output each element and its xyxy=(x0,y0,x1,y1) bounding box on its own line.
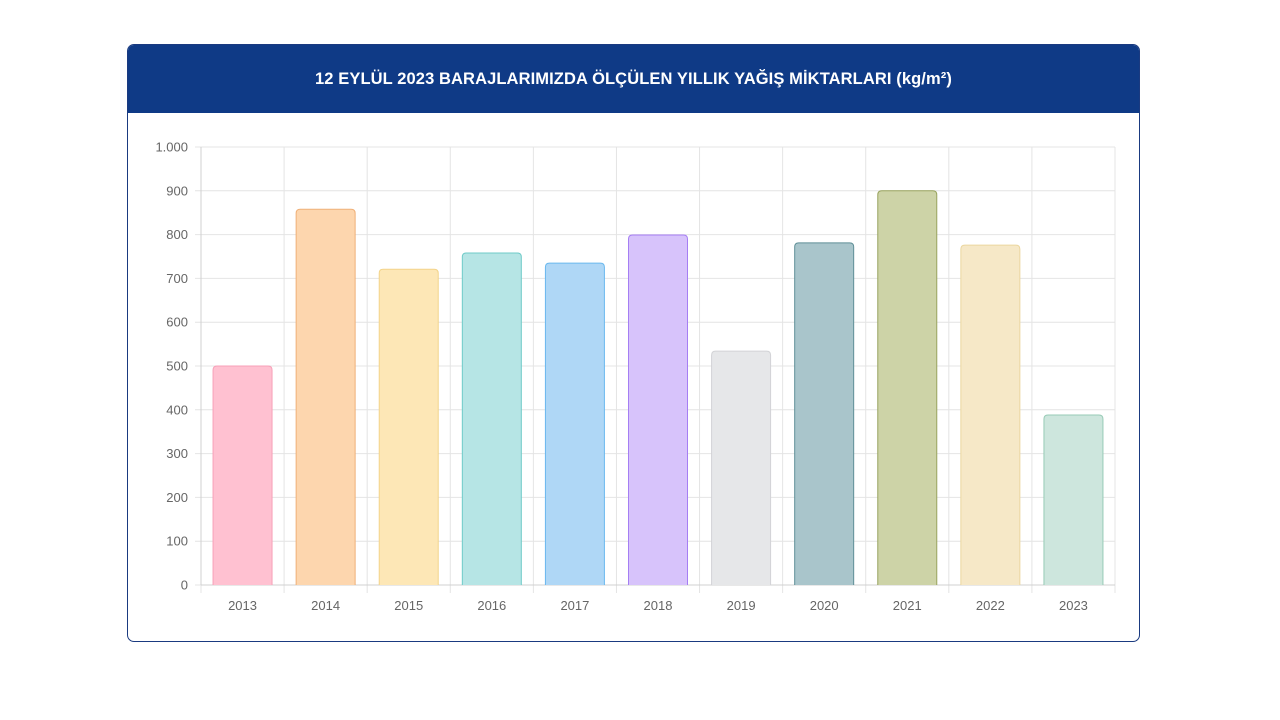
y-tick-label: 200 xyxy=(166,490,188,505)
bar-2017 xyxy=(544,262,605,585)
x-tick-label: 2019 xyxy=(727,598,756,613)
bar-2014 xyxy=(295,208,356,585)
y-tick-label: 100 xyxy=(166,534,188,549)
bar-2021 xyxy=(877,190,938,585)
y-tick-label: 700 xyxy=(166,271,188,286)
x-tick-label: 2021 xyxy=(893,598,922,613)
y-tick-label: 1.000 xyxy=(155,140,188,155)
bar-2019 xyxy=(711,350,772,585)
y-tick-label: 500 xyxy=(166,359,188,374)
bar-2016 xyxy=(461,252,522,585)
y-tick-label: 0 xyxy=(181,578,188,593)
bar-2015 xyxy=(378,268,439,585)
x-tick-label: 2017 xyxy=(560,598,589,613)
x-tick-label: 2014 xyxy=(311,598,340,613)
y-tick-label: 400 xyxy=(166,402,188,417)
bar-2020 xyxy=(794,242,855,585)
bar-2023 xyxy=(1043,414,1104,585)
bar-2013 xyxy=(212,365,273,585)
x-tick-label: 2022 xyxy=(976,598,1005,613)
x-tick-label: 2015 xyxy=(394,598,423,613)
x-tick-label: 2020 xyxy=(810,598,839,613)
y-tick-label: 300 xyxy=(166,446,188,461)
bar-2018 xyxy=(628,234,688,585)
x-tick-label: 2023 xyxy=(1059,598,1088,613)
x-tick-label: 2016 xyxy=(477,598,506,613)
y-tick-label: 800 xyxy=(166,227,188,242)
x-tick-label: 2018 xyxy=(644,598,673,613)
y-tick-label: 600 xyxy=(166,315,188,330)
chart-title: 12 EYLÜL 2023 BARAJLARIMIZDA ÖLÇÜLEN YIL… xyxy=(128,45,1139,113)
bar-2022 xyxy=(960,244,1021,585)
y-tick-label: 900 xyxy=(166,183,188,198)
x-tick-label: 2013 xyxy=(228,598,257,613)
